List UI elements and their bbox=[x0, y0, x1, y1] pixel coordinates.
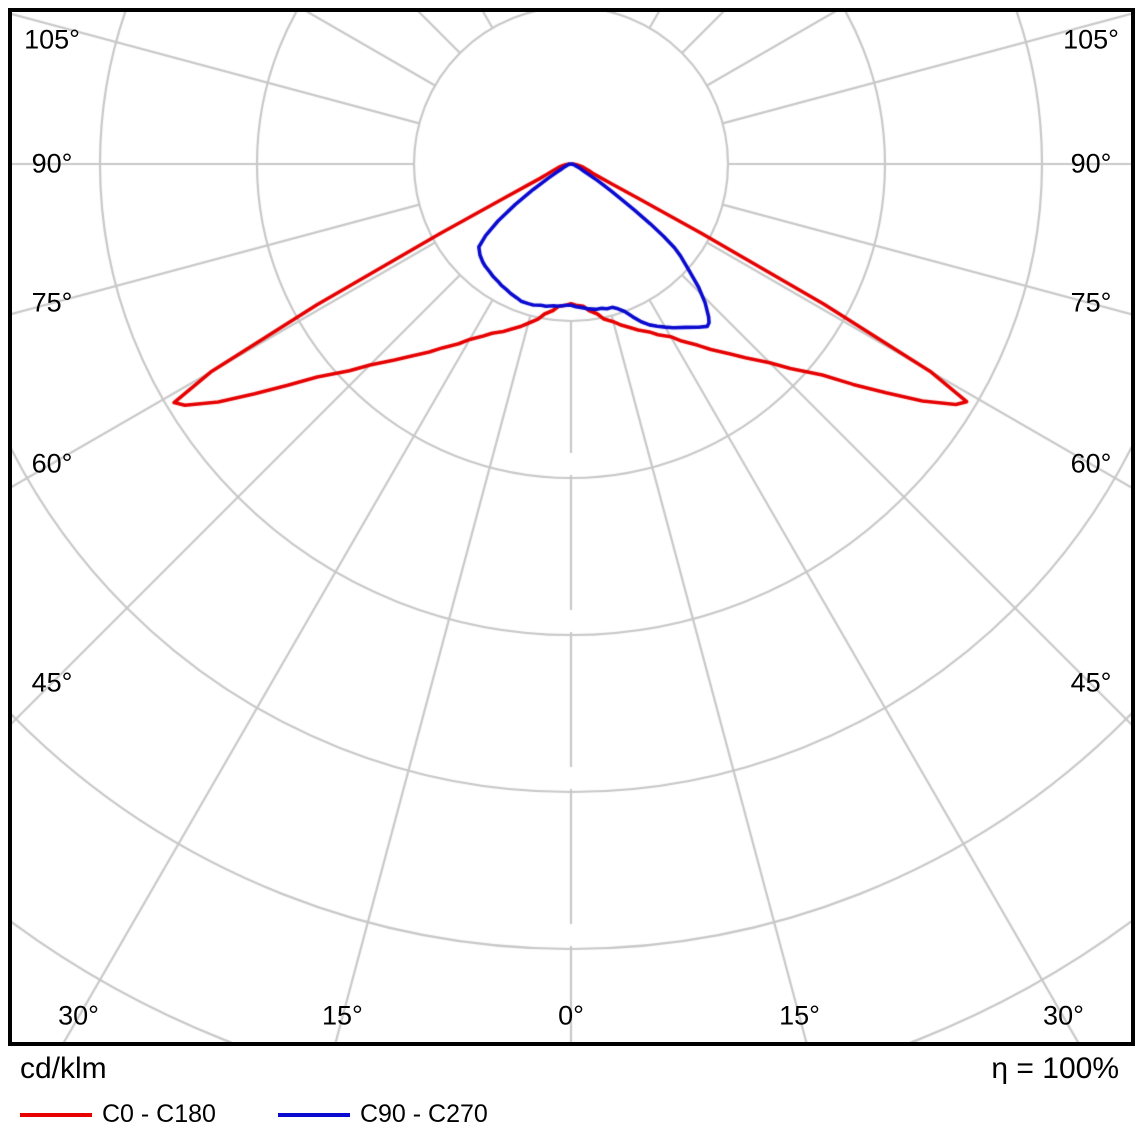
polar-grid-and-curves-canvas bbox=[12, 12, 1131, 1042]
footer-text-row: cd/klm η = 100% bbox=[8, 1052, 1135, 1086]
legend-label-c90-c270: C90 - C270 bbox=[359, 1100, 488, 1128]
legend-item-c0-c180: C0 - C180 bbox=[20, 1100, 216, 1129]
chart-footer: cd/klm η = 100% C0 - C180 C90 - C270 bbox=[8, 1052, 1135, 1129]
legend-item-c90-c270: C90 - C270 bbox=[277, 1100, 488, 1129]
polar-plot-area: 105° 105° 90° 90° 75° 75° 60° 60° 45° 45° 30° 30° 15… bbox=[8, 8, 1135, 1046]
efficiency-label: η = 100% bbox=[991, 1052, 1119, 1085]
legend-label-c0-c180: C0 - C180 bbox=[102, 1100, 216, 1128]
legend: C0 - C180 C90 - C270 bbox=[8, 1086, 1135, 1129]
c0-c180-line-swatch bbox=[20, 1112, 92, 1117]
units-label: cd/klm bbox=[20, 1052, 107, 1085]
c90-c270-line-swatch bbox=[277, 1112, 350, 1117]
